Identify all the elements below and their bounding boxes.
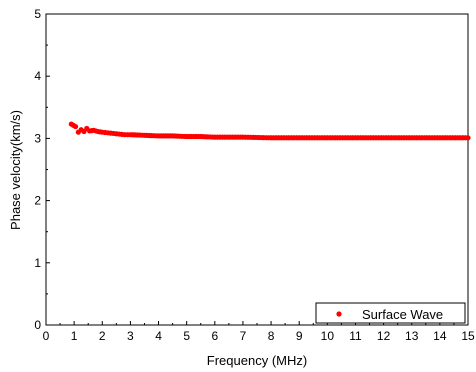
y-tick-label: 3: [34, 131, 41, 145]
y-axis: 0 1 2 3 4 5: [34, 7, 50, 332]
x-tick-label: 6: [211, 329, 218, 343]
x-tick-label: 15: [461, 329, 475, 343]
data-point: [406, 135, 412, 141]
data-point: [322, 135, 328, 141]
legend-label: Surface Wave: [362, 307, 443, 322]
x-tick-label: 12: [377, 329, 391, 343]
data-point: [139, 132, 145, 138]
x-tick-label: 10: [321, 329, 335, 343]
data-point: [108, 130, 114, 136]
data-point: [153, 133, 159, 139]
x-axis-title: Frequency (MHz): [207, 353, 307, 368]
x-tick-label: 0: [43, 329, 50, 343]
x-axis: 0 1 2 3 4 5 6 7 8 9 10 11 12 13 14 15: [43, 321, 475, 343]
legend-box: [315, 302, 466, 324]
x-tick-label: 13: [405, 329, 419, 343]
data-point: [89, 128, 95, 134]
y-tick-label: 4: [34, 69, 41, 83]
data-point: [237, 134, 243, 140]
x-tick-label: 8: [268, 329, 275, 343]
legend: Surface Wave: [315, 302, 466, 324]
y-tick-label: 5: [34, 7, 41, 21]
data-point: [93, 128, 99, 134]
legend-marker: [336, 311, 342, 317]
y-tick-label: 1: [34, 256, 41, 270]
data-point: [97, 129, 103, 135]
x-tick-label: 9: [296, 329, 303, 343]
data-point: [167, 133, 173, 139]
data-point: [378, 135, 384, 141]
data-point: [294, 135, 300, 141]
y-axis-title: Phase velocity(km/s): [8, 110, 23, 230]
data-point: [434, 135, 440, 141]
x-tick-label: 5: [183, 329, 190, 343]
x-tick-label: 7: [240, 329, 247, 343]
data-point: [124, 132, 131, 138]
data-point: [102, 129, 108, 136]
y-tick-label: 2: [34, 194, 41, 208]
x-tick-label: 4: [155, 329, 162, 343]
data-point: [265, 135, 272, 141]
data-point: [209, 134, 216, 140]
data-point: [113, 131, 119, 137]
x-tick-label: 2: [99, 329, 106, 343]
data-point: [195, 133, 201, 140]
data-point: [70, 122, 77, 128]
x-tick-label: 14: [433, 329, 447, 343]
data-point: [462, 135, 469, 141]
data-point: [350, 135, 356, 141]
data-point: [181, 133, 187, 140]
x-tick-label: 3: [127, 329, 134, 343]
y-tick-label: 0: [34, 318, 41, 332]
plot-frame: [45, 13, 469, 326]
x-tick-label: 1: [71, 329, 78, 343]
data-point: [119, 131, 125, 137]
series-surface-wave: [68, 121, 471, 141]
x-tick-label: 11: [349, 329, 362, 343]
